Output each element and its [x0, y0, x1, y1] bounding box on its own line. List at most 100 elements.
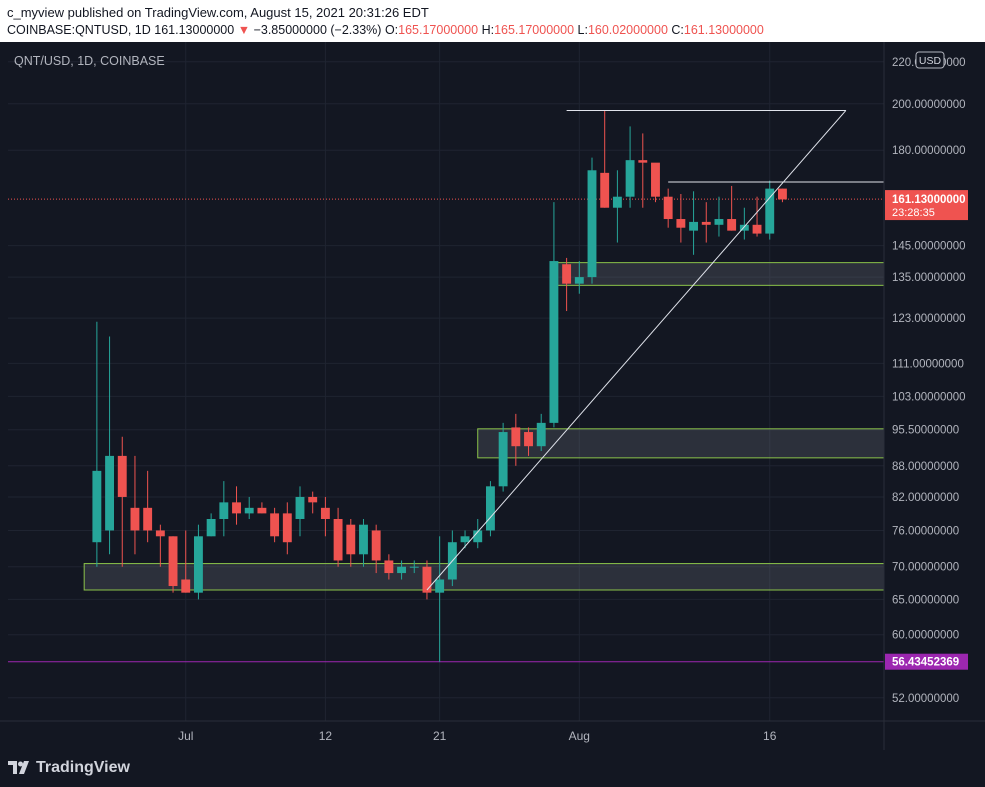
candle-body[interactable]	[562, 264, 572, 284]
candle-body[interactable]	[701, 221, 711, 225]
candle-body[interactable]	[155, 530, 165, 537]
candle-body[interactable]	[587, 170, 597, 278]
candle-body[interactable]	[181, 579, 191, 593]
candle-body[interactable]	[359, 524, 368, 555]
y-tick-label: 180.00000000	[892, 145, 966, 157]
price-change: −3.85000000 (−2.33%)	[253, 23, 382, 37]
y-tick-label: 82.00000000	[892, 492, 959, 504]
candle-body[interactable]	[435, 579, 445, 593]
zone-rectangle[interactable]	[83, 563, 885, 591]
brand[interactable]: TradingView	[8, 759, 130, 777]
candle-body[interactable]	[739, 224, 749, 231]
candle-body[interactable]	[765, 188, 775, 234]
countdown-label: 23:28:35	[892, 207, 935, 219]
high-value: 165.17000000	[494, 23, 575, 37]
candle-body[interactable]	[346, 524, 356, 555]
candle-body[interactable]	[676, 219, 686, 228]
candle-body[interactable]	[130, 507, 140, 531]
candle-body[interactable]	[689, 221, 699, 231]
symbol-label[interactable]: COINBASE:QNTUSD, 1D	[7, 23, 151, 37]
tradingview-logo-icon	[8, 761, 29, 774]
support-price-tag	[885, 653, 968, 670]
low-label: L:	[577, 23, 588, 37]
chart-legend: QNT/USD, 1D, COINBASE	[14, 54, 165, 68]
candle-body[interactable]	[232, 502, 241, 514]
candle-body[interactable]	[193, 536, 203, 593]
open-value: 165.17000000	[398, 23, 479, 37]
currency-label: USD	[919, 55, 942, 67]
candle-body[interactable]	[473, 530, 483, 543]
footer: TradingView	[0, 750, 985, 787]
y-tick-label: 88.00000000	[892, 461, 959, 473]
candle-body[interactable]	[308, 496, 318, 503]
candle-body[interactable]	[92, 470, 102, 543]
candle-body[interactable]	[384, 560, 394, 574]
candle-body[interactable]	[117, 455, 127, 497]
y-tick-label: 52.00000000	[892, 693, 959, 705]
y-tick-label: 60.00000000	[892, 630, 959, 642]
candle-body[interactable]	[600, 172, 610, 208]
candle-body[interactable]	[282, 513, 292, 543]
y-tick-label: 145.00000000	[892, 241, 966, 253]
x-tick-label: Jul	[178, 729, 193, 743]
high-label: H:	[481, 23, 495, 37]
last-price-label: 161.13000000	[892, 194, 966, 206]
ohlc-bar: COINBASE:QNTUSD, 1D 161.13000000 ▼ −3.85…	[7, 23, 764, 37]
candle-body[interactable]	[320, 507, 330, 519]
y-tick-label: 65.00000000	[892, 594, 959, 606]
y-tick-label: 200.00000000	[892, 99, 966, 111]
candle-body[interactable]	[257, 507, 267, 514]
y-tick-label: 103.00000000	[892, 391, 966, 403]
zone-rectangle[interactable]	[553, 262, 885, 286]
candle-body[interactable]	[612, 196, 622, 208]
close-value: 161.13000000	[683, 23, 764, 37]
candle-body[interactable]	[143, 507, 153, 531]
x-tick-label: 16	[763, 729, 777, 743]
candle-body[interactable]	[574, 277, 584, 284]
candle-body[interactable]	[206, 518, 216, 537]
brand-name: TradingView	[36, 759, 130, 776]
x-tick-label: Aug	[569, 729, 590, 743]
last-price: 161.13000000	[154, 23, 235, 37]
candle-body[interactable]	[524, 432, 533, 447]
candle-body[interactable]	[663, 196, 673, 220]
candle-body[interactable]	[219, 502, 229, 519]
close-label: C:	[671, 23, 684, 37]
trendline[interactable]	[426, 110, 847, 591]
candle-body[interactable]	[777, 188, 787, 200]
candle-body[interactable]	[244, 507, 254, 514]
down-arrow-icon: ▼	[237, 23, 251, 37]
candle-body[interactable]	[371, 530, 381, 561]
candle-body[interactable]	[752, 224, 762, 234]
candle-body[interactable]	[549, 261, 559, 423]
candle-body[interactable]	[625, 160, 635, 197]
candle-body[interactable]	[511, 427, 521, 447]
candle-body[interactable]	[727, 219, 737, 231]
y-tick-label: 70.00000000	[892, 562, 959, 574]
currency-badge[interactable]	[915, 51, 945, 69]
candle-body[interactable]	[333, 518, 343, 561]
candle-body[interactable]	[651, 162, 660, 197]
y-tick-label: 76.00000000	[892, 525, 959, 537]
candle-body[interactable]	[638, 160, 648, 163]
candle-body[interactable]	[409, 566, 419, 568]
candle-body[interactable]	[460, 536, 470, 543]
candle-body[interactable]	[270, 513, 280, 537]
candle-body[interactable]	[498, 432, 508, 487]
chart-area[interactable]: 52.00000000 60.00000000 65.00000000 70.0000…	[0, 42, 985, 750]
candle-body[interactable]	[485, 486, 495, 531]
candle-body[interactable]	[295, 496, 305, 519]
y-tick-label: 95.50000000	[892, 425, 959, 437]
candle-body[interactable]	[105, 455, 115, 531]
candle-body[interactable]	[536, 422, 546, 447]
candle-body[interactable]	[422, 566, 432, 593]
candle-body[interactable]	[714, 219, 724, 225]
published-info: c_myview published on TradingView.com, A…	[7, 5, 429, 20]
last-price-tag	[885, 190, 968, 221]
open-label: O:	[384, 23, 399, 37]
candle-body[interactable]	[168, 536, 178, 587]
candle-body[interactable]	[397, 566, 407, 574]
x-tick-label: 12	[319, 729, 333, 743]
y-tick-label: 135.00000000	[892, 272, 966, 284]
candlestick-chart[interactable]: 52.00000000 60.00000000 65.00000000 70.0000…	[0, 42, 985, 750]
